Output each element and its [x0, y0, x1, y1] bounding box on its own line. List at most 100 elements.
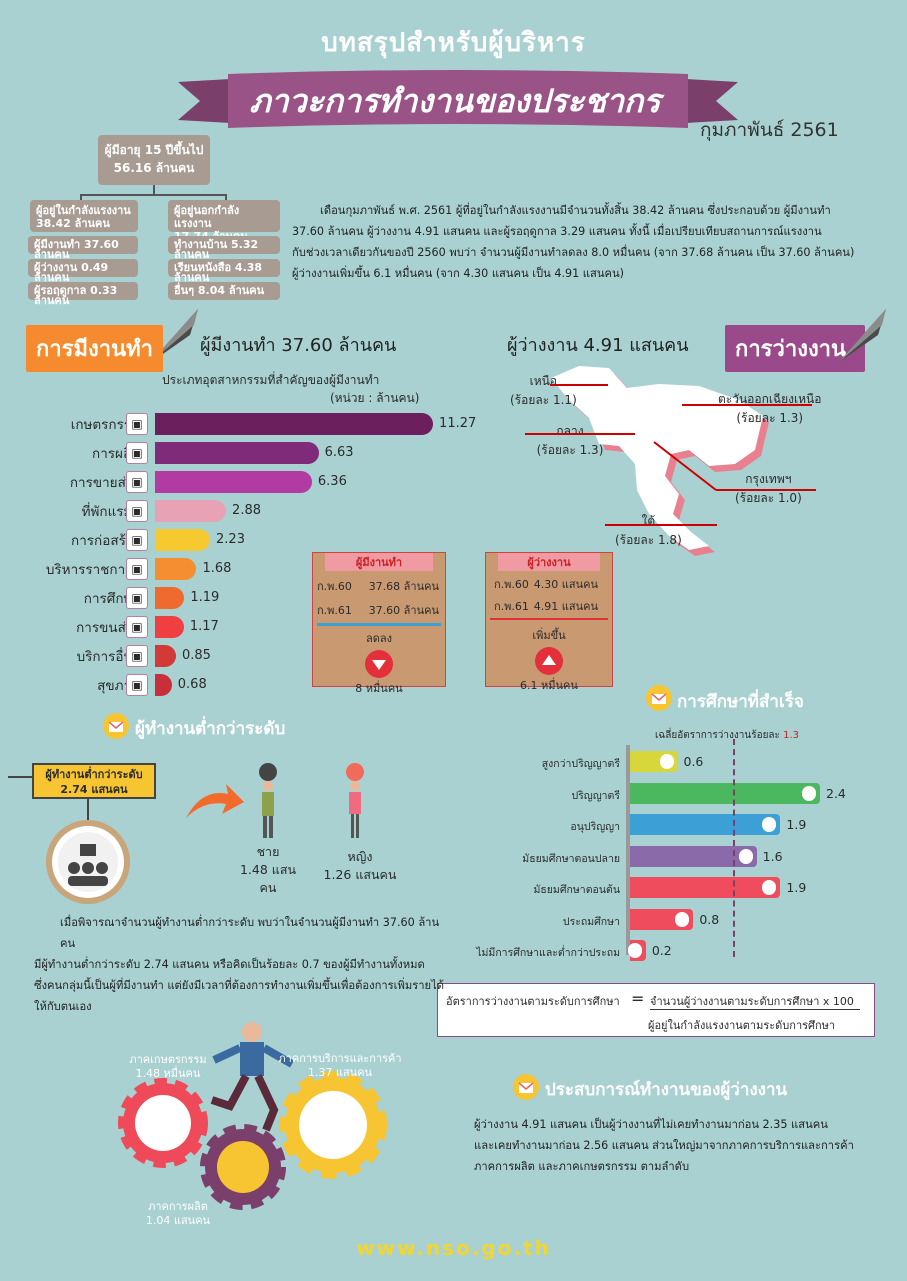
industry-icon: ▣: [126, 471, 148, 493]
envelope-check-icon: [513, 1074, 539, 1100]
region-rate: (ร้อยละ 1.3): [536, 443, 604, 457]
education-bar-chart: สูงกว่าปริญญาตรี 0.6 ปริญญาตรี 2.4 อนุปริญญา…: [420, 739, 900, 961]
bar: [155, 529, 211, 551]
industry-icon: ▣: [126, 558, 148, 580]
region-name: ตะวันออกเฉียงเหนือ: [718, 392, 822, 406]
ribbon-banner: [178, 70, 738, 128]
formula-box: อัตราการว่างงานตามระดับการศึกษา = จำนวนผ…: [437, 983, 875, 1037]
bar-value-label: 6.36: [317, 474, 347, 489]
bar: [155, 500, 227, 522]
tree-item: ผู้ว่างงาน 0.49 ล้านคน: [28, 259, 138, 283]
connector: [87, 799, 89, 821]
compare-amount: 6.1 หมื่นคน: [520, 679, 578, 692]
person-icon: [738, 848, 753, 864]
bar-category-label: เกษตรกรรม: [70, 417, 140, 433]
region-rate: (ร้อยละ 1.3): [736, 411, 804, 425]
compare-year: ก.พ.60: [317, 580, 352, 593]
sector-value: 1.48 หมื่นคน: [135, 1067, 201, 1080]
industry-icon: ▣: [126, 674, 148, 696]
education-heading: การศึกษาที่สำเร็จ: [677, 692, 804, 712]
underemployment-heading: ผู้ทำงานต่ำกว่าระดับ: [135, 719, 286, 739]
bar-value-label: 2.23: [216, 532, 245, 547]
female-worker-icon: [346, 763, 364, 838]
bar-category-label: การก่อสร้าง: [71, 533, 140, 549]
region-central: กลาง (ร้อยละ 1.3): [520, 422, 620, 460]
edu-bar: [630, 814, 781, 835]
average-label: เฉลี่ยอัตราการว่างงานร้อยละ: [655, 730, 780, 741]
female-label: หญิง: [347, 849, 373, 864]
compare-title: ผู้ว่างงาน: [498, 553, 600, 571]
unemployed-compare-card: ผู้ว่างงาน ก.พ.60 4.30 แสนคน ก.พ.61 4.91 แ…: [485, 552, 613, 692]
tree-connector: [80, 194, 82, 202]
paragraph-line: และเคยทำงานมาก่อน 2.56 แสนคน ส่วนใหญ่มาจ…: [474, 1139, 854, 1152]
gear-icon: [118, 1078, 208, 1168]
region-name: กลาง: [556, 424, 584, 438]
region-north: เหนือ (ร้อยละ 1.1): [510, 372, 577, 410]
tree-connector: [153, 185, 155, 195]
edu-category-label: มัธยมศึกษาตอนต้น: [533, 884, 620, 896]
footer-url[interactable]: www.nso.go.th: [356, 1236, 551, 1260]
labor-force-value: 38.42 ล้านคน: [36, 217, 110, 230]
paragraph-line: ผู้ว่างงาน 4.91 แสนคน เป็นผู้ว่างงานที่ไ…: [474, 1118, 828, 1131]
tree-root: ผู้มีอายุ 15 ปีขึ้นไป 56.16 ล้านคน: [98, 135, 210, 185]
industry-icon: ▣: [126, 529, 148, 551]
bar-value-label: 11.27: [439, 416, 477, 431]
paragraph-line: ภาคการผลิต และภาคเกษตรกรรม ตามลำดับ: [474, 1160, 690, 1173]
bar: [155, 442, 319, 464]
education-average: เฉลี่ยอัตราการว่างงานร้อยละ 1.3: [655, 728, 799, 743]
bar-category-label: การขนส่งฯ: [76, 620, 140, 636]
bar-category-label: ที่พักแรมฯ: [81, 504, 140, 520]
summary-line: กับช่วงเวลาเดียวกันของปี 2560 พบว่า จำนว…: [292, 246, 855, 259]
edu-value-label: 0.6: [683, 754, 704, 769]
male-stat: ชาย 1.48 แสนคน: [232, 843, 304, 897]
formula-denominator: ผู้อยู่ในกำลังแรงงานตามระดับการศึกษา: [648, 1019, 836, 1032]
compare-year: ก.พ.61: [494, 600, 529, 613]
header-title: บทสรุปสำหรับผู้บริหาร: [321, 28, 586, 58]
industry-chart-title: ประเภทอุตสาหกรรมที่สำคัญของผู้มีงานทำ: [162, 373, 380, 387]
formula-equals: =: [631, 989, 645, 1008]
compare-title: ผู้มีงานทำ: [325, 553, 433, 571]
blade-icon: [838, 309, 886, 363]
male-value: 1.48 แสนคน: [239, 862, 297, 895]
paragraph-line: มีผู้ทำงานต่ำกว่าระดับ 2.74 แสนคน หรือคิ…: [34, 958, 425, 971]
triangle-up-icon: [535, 647, 563, 675]
formula-divider: [650, 1009, 860, 1010]
tree-item: ทำงานบ้าน 5.32 ล้านคน: [168, 236, 280, 260]
region-name: ใต้: [641, 514, 656, 528]
tree-outside-labor: ผู้อยู่นอกกำลังแรงงาน 17.74 ล้านคน: [168, 200, 280, 243]
industry-bar-chart: เกษตรกรรม ▣ 11.27 การผลิต ▣ 6.63 การขายส่งฯ ▣ 6.…: [0, 410, 480, 700]
gear-icon: [279, 1071, 387, 1179]
bar-category-label: การผลิต: [92, 446, 140, 462]
person-icon: [762, 817, 777, 832]
map-pointer: [525, 433, 635, 435]
region-rate: (ร้อยละ 1.1): [510, 393, 577, 407]
sector-service: ภาคการบริการและการค้า 1.37 แสนคน: [270, 1052, 410, 1080]
compare-value: 4.91 แสนคน: [533, 600, 598, 613]
compare-value: 37.68 ล้านคน: [368, 580, 439, 593]
compare-amount: 8 หมื่นคน: [355, 682, 403, 695]
bar-category-label: การขายส่งฯ: [69, 475, 140, 491]
bar-value-label: 0.68: [177, 677, 207, 692]
connector: [8, 776, 32, 778]
industry-icon: ▣: [126, 645, 148, 667]
map-pointer: [550, 384, 608, 386]
edu-category-label: อนุปริญญา: [570, 821, 620, 833]
tree-item: ผู้รอฤดูกาล 0.33 ล้านคน: [28, 282, 138, 306]
tree-item: เรียนหนังสือ 4.38 ล้านคน: [168, 259, 280, 283]
sector-value: 1.04 แสนคน: [145, 1214, 211, 1227]
region-rate: (ร้อยละ 1.8): [615, 533, 682, 547]
unemployment-tag: การว่างงาน: [725, 325, 865, 372]
compare-change: ลดลง: [366, 632, 392, 645]
edu-category-label: ปริญญาตรี: [571, 789, 620, 802]
edu-value-label: 0.2: [651, 943, 672, 958]
summary-paragraph: เดือนกุมภาพันธ์ พ.ศ. 2561 ผู้ที่อยู่ในกำ…: [292, 200, 892, 284]
edu-value-label: 1.9: [786, 817, 807, 832]
region-name: กรุงเทพฯ: [745, 472, 792, 486]
experience-paragraph: ผู้ว่างงาน 4.91 แสนคน เป็นผู้ว่างงานที่ไ…: [474, 1114, 894, 1177]
summary-line: 37.60 ล้านคน ผู้ว่างงาน 4.91 แสนคน และผู…: [292, 225, 822, 238]
map-pointer: [653, 441, 816, 491]
arrow-right-icon: [186, 784, 244, 818]
bar: [155, 645, 176, 667]
person-icon: [659, 754, 674, 769]
labor-force-label: ผู้อยู่ในกำลังแรงงาน: [36, 204, 131, 217]
